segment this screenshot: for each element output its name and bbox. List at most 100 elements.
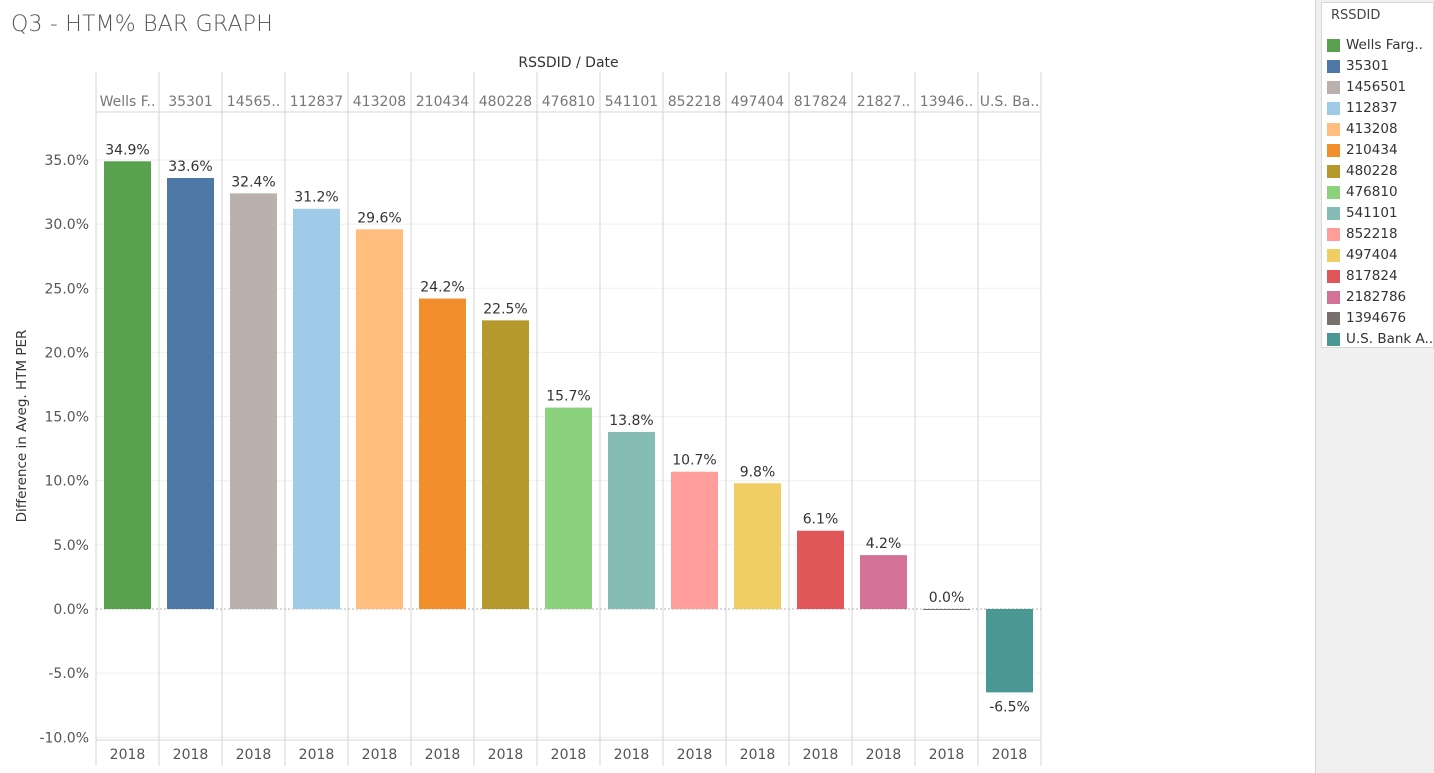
- legend-item[interactable]: 112837: [1327, 99, 1434, 117]
- legend-label: 541101: [1346, 205, 1398, 221]
- legend-item[interactable]: U.S. Bank A..: [1327, 330, 1434, 348]
- category-label: Wells F..: [100, 94, 156, 110]
- y-tick-label: -5.0%: [48, 666, 89, 682]
- legend-item[interactable]: 476810: [1327, 183, 1434, 201]
- legend-item[interactable]: 2182786: [1327, 288, 1434, 306]
- date-label: 2018: [173, 747, 209, 763]
- category-label: 497404: [731, 94, 785, 110]
- y-axis-label: Difference in Aveg. HTM PER: [14, 330, 30, 523]
- bar: [545, 407, 592, 609]
- date-label: 2018: [236, 747, 272, 763]
- legend[interactable]: RSSDID Wells Farg.. 35301 1456501 112837 413…: [1321, 2, 1434, 348]
- data-label: 4.2%: [866, 536, 902, 552]
- data-label: 34.9%: [105, 142, 149, 158]
- data-label: 15.7%: [546, 389, 590, 405]
- legend-swatch: [1327, 248, 1340, 262]
- legend-label: 476810: [1346, 184, 1398, 200]
- date-label: 2018: [803, 747, 839, 763]
- date-label: 2018: [362, 747, 398, 763]
- legend-label: 112837: [1346, 100, 1398, 116]
- legend-item[interactable]: 852218: [1327, 225, 1434, 243]
- bar: [482, 320, 529, 609]
- bar: [356, 229, 403, 609]
- bar: [986, 609, 1033, 693]
- legend-item[interactable]: 1394676: [1327, 309, 1434, 327]
- date-label: 2018: [110, 747, 146, 763]
- legend-label: 852218: [1346, 226, 1398, 242]
- data-label: 29.6%: [357, 210, 401, 226]
- legend-item[interactable]: Wells Farg..: [1327, 36, 1434, 54]
- legend-item[interactable]: 413208: [1327, 120, 1434, 138]
- legend-swatch: [1327, 101, 1340, 115]
- legend-item[interactable]: 210434: [1327, 141, 1434, 159]
- legend-swatch: [1327, 332, 1340, 346]
- category-label: 210434: [416, 94, 470, 110]
- bar-chart: 35.0% 30.0% 25.0% 20.0% 15.0% 10.0% 5.0% 0.0% -5…: [14, 55, 1042, 766]
- y-tick-label: 0.0%: [53, 602, 89, 618]
- legend-swatch: [1327, 164, 1340, 178]
- legend-item[interactable]: 497404: [1327, 246, 1434, 264]
- bar: [923, 609, 970, 610]
- legend-swatch: [1327, 227, 1340, 241]
- date-label: 2018: [425, 747, 461, 763]
- legend-item[interactable]: 480228: [1327, 162, 1434, 180]
- category-label: 476810: [542, 94, 595, 110]
- date-label: 2018: [740, 747, 776, 763]
- y-tick-label: 25.0%: [45, 281, 89, 297]
- legend-item[interactable]: 1456501: [1327, 78, 1434, 96]
- legend-label: 413208: [1346, 121, 1398, 137]
- column-header-label: RSSDID / Date: [518, 55, 618, 71]
- date-label: 2018: [614, 747, 650, 763]
- category-label: 35301: [168, 94, 213, 110]
- y-tick-label: 30.0%: [45, 217, 89, 233]
- legend-swatch: [1327, 206, 1340, 220]
- data-label: 10.7%: [672, 453, 716, 469]
- data-label: 22.5%: [483, 301, 527, 317]
- category-label: 817824: [794, 94, 848, 110]
- date-label: 2018: [992, 747, 1028, 763]
- bar: [230, 193, 277, 609]
- data-label: 33.6%: [168, 159, 212, 175]
- page-title: Q3 - HTM% BAR GRAPH: [11, 12, 273, 37]
- data-label: 9.8%: [740, 464, 776, 480]
- legend-label: Wells Farg..: [1346, 37, 1423, 53]
- date-label: 2018: [299, 747, 335, 763]
- legend-swatch: [1327, 122, 1340, 136]
- date-label: 2018: [866, 747, 902, 763]
- date-label: 2018: [929, 747, 965, 763]
- date-label: 2018: [677, 747, 713, 763]
- bar: [608, 431, 655, 609]
- legend-swatch: [1327, 59, 1340, 73]
- category-label: 852218: [668, 94, 721, 110]
- legend-item[interactable]: 35301: [1327, 57, 1434, 75]
- category-label: 14565..: [227, 94, 280, 110]
- legend-label: 480228: [1346, 163, 1398, 179]
- date-label: 2018: [488, 747, 524, 763]
- y-tick-label: 10.0%: [45, 474, 89, 490]
- data-label: -6.5%: [989, 699, 1030, 715]
- legend-label: 497404: [1346, 247, 1398, 263]
- y-tick-label: 5.0%: [53, 538, 89, 554]
- data-label: 6.1%: [803, 512, 839, 528]
- bar: [797, 530, 844, 609]
- legend-label: 1394676: [1346, 310, 1407, 326]
- bar: [167, 177, 214, 609]
- legend-swatch: [1327, 290, 1340, 304]
- date-label: 2018: [551, 747, 587, 763]
- legend-item[interactable]: 817824: [1327, 267, 1434, 285]
- data-label: 32.4%: [231, 174, 275, 190]
- legend-label: 2182786: [1346, 289, 1407, 305]
- legend-swatch: [1327, 185, 1340, 199]
- bar: [860, 555, 907, 609]
- legend-swatch: [1327, 311, 1340, 325]
- category-label: 21827..: [857, 94, 910, 110]
- legend-item[interactable]: 541101: [1327, 204, 1434, 222]
- legend-label: 210434: [1346, 142, 1398, 158]
- data-label: 13.8%: [609, 413, 653, 429]
- data-label: 0.0%: [929, 590, 965, 606]
- legend-swatch: [1327, 80, 1340, 94]
- legend-label: 35301: [1346, 58, 1389, 74]
- legend-label: U.S. Bank A..: [1346, 331, 1434, 347]
- category-label: 13946..: [920, 94, 973, 110]
- bar: [419, 298, 466, 609]
